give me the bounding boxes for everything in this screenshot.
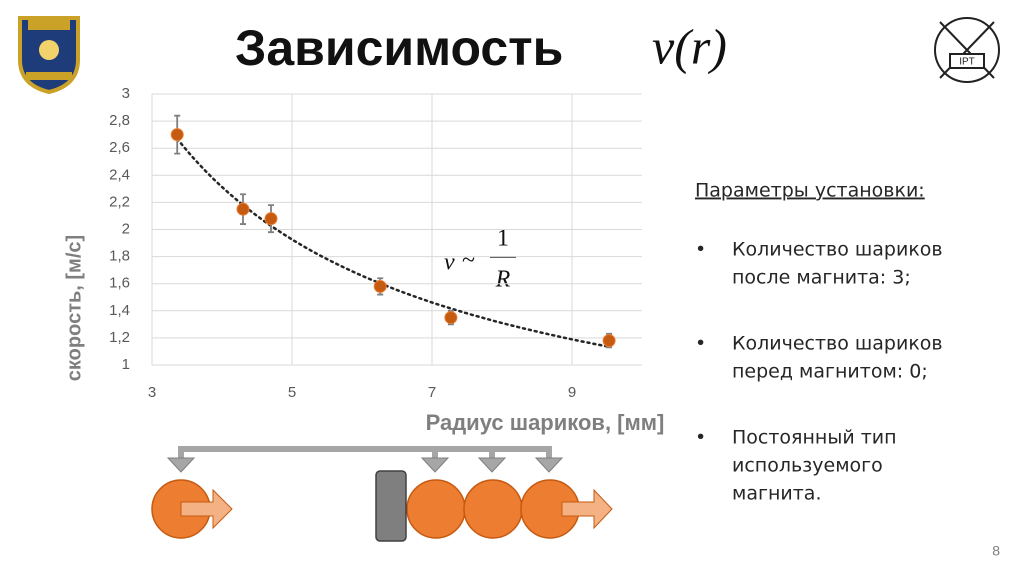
slide-title: Зависимость	[235, 20, 563, 76]
param-line: используемого	[732, 455, 883, 477]
y-tick-label: 1,6	[109, 275, 130, 292]
y-tick-label: 1,2	[109, 329, 130, 346]
slide-title-math: v(r)	[652, 18, 727, 74]
y-tick-label: 2,6	[109, 139, 130, 156]
bullet: •	[695, 239, 706, 261]
param-line: после магнита: 3;	[732, 267, 911, 289]
formula-op: ~	[462, 248, 475, 274]
svg-text:IPT: IPT	[959, 57, 975, 68]
right-logo: IPT	[934, 17, 1000, 83]
x-tick-label: 9	[568, 384, 576, 401]
formula: v ~ 1 R	[444, 226, 516, 293]
y-tick-label: 1,4	[109, 302, 130, 319]
formula-lhs: v	[444, 250, 455, 276]
param-line: перед магнитом: 0;	[732, 361, 928, 383]
trendline	[175, 137, 611, 348]
formula-denominator: R	[495, 267, 511, 293]
point	[264, 212, 278, 226]
point	[170, 128, 184, 142]
y-tick-label: 2,2	[109, 193, 130, 210]
y-tick-label: 1	[122, 356, 130, 373]
y-tick-label: 2	[122, 220, 130, 237]
x-tick-label: 3	[148, 384, 156, 401]
y-axis-label: скорость, [м/с]	[63, 235, 85, 381]
param-line: Количество шариков	[732, 239, 943, 261]
y-tick-label: 2,8	[109, 112, 130, 129]
point	[236, 202, 250, 216]
params-heading: Параметры установки:	[695, 180, 925, 202]
param-line: Количество шариков	[732, 333, 943, 355]
param-line: магнита.	[732, 483, 821, 505]
ball-diagram	[151, 446, 613, 542]
page-number: 8	[992, 543, 1000, 559]
point	[444, 311, 458, 325]
parameters: Параметры установки: • Количество шариков…	[695, 180, 943, 505]
param-line: Постоянный тип	[732, 427, 897, 449]
left-logo	[18, 16, 80, 95]
formula-numerator: 1	[497, 226, 509, 252]
point	[602, 334, 616, 348]
y-tick-label: 3	[122, 85, 130, 102]
bullet: •	[695, 333, 706, 355]
bullet: •	[695, 427, 706, 449]
y-tick-label: 2,4	[109, 166, 130, 183]
y-tick-label: 1,8	[109, 248, 130, 265]
point	[373, 279, 387, 293]
x-tick-label: 5	[288, 384, 296, 401]
grid	[151, 93, 642, 366]
x-axis-label: Радиус шариков, [мм]	[426, 410, 665, 435]
x-tick-label: 7	[428, 384, 436, 401]
